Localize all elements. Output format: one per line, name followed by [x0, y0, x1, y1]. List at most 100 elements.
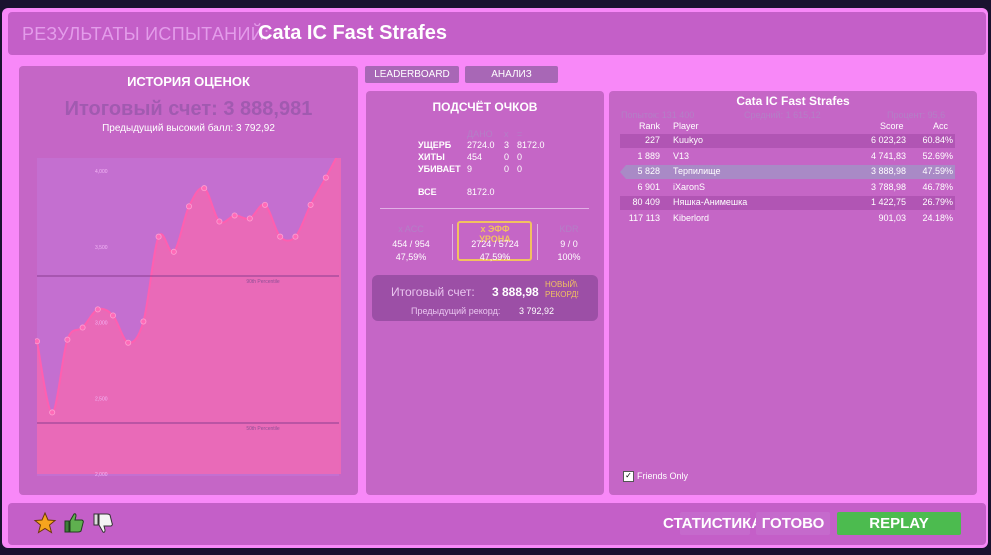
row-damage-label: УЩЕРБ	[418, 140, 452, 150]
score-point	[64, 336, 71, 343]
leaderboard-title: Cata IC Fast Strafes	[736, 94, 850, 108]
leaderboard-player: Kiberlord	[673, 212, 710, 223]
leaderboard-row[interactable]: 6 901 iXaronS 3 788,98 46.78%	[620, 180, 955, 195]
row-total-label: ВСЕ	[418, 187, 437, 197]
col-header-mult: x	[504, 129, 509, 139]
percentile-guide-label: 50th Percentile	[246, 426, 280, 432]
score-point	[185, 203, 192, 210]
replay-button[interactable]: REPLAY	[837, 512, 961, 535]
leaderboard-row[interactable]: 227 Kuukyo 6 023,23 60.84%	[620, 134, 955, 148]
friends-only-toggle[interactable]: ✓ Friends Only	[623, 471, 689, 483]
statistics-button[interactable]	[680, 512, 750, 535]
new-record-line-1: НОВЫЙ\	[545, 280, 578, 289]
leaderboard-average: Средний: 1 615,12	[744, 110, 821, 120]
leaderboard-acc: 26.79%	[922, 197, 953, 207]
y-tick-label: 2,500	[95, 396, 108, 402]
score-point	[94, 306, 101, 313]
dislike-button[interactable]	[91, 511, 115, 535]
leaderboard-rank: 80 409	[632, 197, 660, 207]
leaderboard-score: 4 741,83	[870, 150, 906, 161]
leaderboard-percentile: Процент: 95,6	[887, 110, 946, 120]
leaderboard-row[interactable]: 80 409 Няшка-Анимешка 1 422,75 26.79%	[620, 196, 955, 210]
row-hits-result: 0	[517, 152, 523, 162]
score-point	[140, 318, 147, 325]
leaderboard-player: V13	[673, 150, 690, 161]
stat-acc-value: 454 / 954	[392, 239, 430, 249]
col-header-given: ДАНО	[467, 129, 493, 139]
friends-only-label: Friends Only	[637, 471, 689, 481]
damage-efficiency-highlight	[457, 221, 532, 261]
previous-record-value: 3 792,92	[519, 306, 555, 316]
score-area	[37, 148, 341, 475]
score-history-svg: 90th Percentile 50th Percentile 4,000 3,500…	[34, 145, 344, 478]
stat-kdr-label: KDR	[559, 224, 579, 234]
percentile-guide-label: 90th Percentile	[246, 279, 280, 285]
leaderboard-score: 3 788,98	[870, 181, 906, 192]
score-point	[110, 312, 117, 319]
score-point	[125, 339, 132, 346]
leaderboard-acc: 24.18%	[922, 212, 953, 223]
row-kills-mult: 0	[504, 164, 510, 174]
history-final-score: Итоговый счет: 3 888,981	[64, 98, 313, 120]
row-hits-label: ХИТЫ	[418, 152, 445, 162]
leaderboard-score: 3 888,98	[870, 166, 906, 176]
leaderboard-acc: 60.84%	[922, 135, 953, 145]
favorite-button[interactable]	[33, 511, 57, 535]
leaderboard-row[interactable]: 117 113 Kiberlord 901,03 24.18%	[620, 211, 955, 226]
done-button[interactable]: ГОТОВО	[756, 512, 830, 535]
score-history-title: ИСТОРИЯ ОЦЕНОК	[127, 74, 250, 89]
stat-acc-pct: 47,59%	[395, 252, 427, 262]
col-header-eq: =	[517, 129, 523, 139]
score-history-chart: 90th Percentile 50th Percentile 4,000 3,500…	[34, 145, 345, 483]
leaderboard-col-acc: Acc	[933, 121, 949, 131]
like-button[interactable]	[62, 511, 86, 535]
score-point	[307, 201, 314, 208]
final-score-label: Итоговый счет:	[391, 285, 475, 299]
y-tick-label: 4,000	[95, 169, 108, 175]
leaderboard-score: 1 422,75	[870, 197, 906, 207]
star-icon	[33, 511, 57, 534]
scenario-title: Cata IC Fast Strafes	[258, 22, 447, 44]
leaderboard-player: iXaronS	[673, 181, 706, 192]
leaderboard-rank: 117 113	[628, 212, 660, 223]
y-tick-label: 3,500	[95, 245, 108, 251]
row-hits-given: 454	[467, 152, 483, 162]
tab-leaderboard[interactable]: LEADERBOARD	[365, 66, 459, 83]
score-point	[277, 233, 284, 240]
friends-only-checkbox[interactable]: ✓	[623, 471, 634, 483]
history-previous-best: Предыдущий высокий балл: 3 792,92	[102, 123, 275, 134]
statistics-button-label: СТАТИСТИКА	[663, 515, 763, 532]
title-bar	[8, 12, 986, 55]
score-history-panel: ИСТОРИЯ ОЦЕНОК Итоговый счет: 3 888,981 …	[19, 66, 358, 495]
stat-kdr-pct: 100%	[557, 252, 581, 262]
stat-separator	[452, 224, 453, 260]
leaderboard-row[interactable]: 5 828 Терпилище 3 888,98 47.59%	[620, 165, 955, 179]
leaderboard-attempts: Попыток: 131 400	[621, 110, 695, 120]
tab-analysis[interactable]: АНАЛИЗ	[465, 66, 558, 83]
score-point	[261, 201, 268, 208]
leaderboard-player: Терпилище	[673, 166, 721, 176]
score-point	[292, 233, 299, 240]
leaderboard-rank: 227	[644, 135, 660, 145]
leaderboard-acc: 47.59%	[922, 166, 953, 176]
row-kills-given: 9	[467, 164, 473, 174]
row-damage-mult: 3	[504, 140, 510, 150]
final-score-box: Итоговый счет: 3 888,98 НОВЫЙ\ РЕКОРД! П…	[372, 275, 598, 321]
new-record-line-2: РЕКОРД!	[545, 290, 579, 299]
row-damage-result: 8172.0	[517, 140, 545, 150]
score-point	[246, 215, 253, 222]
y-tick-label: 2,000	[95, 472, 108, 478]
previous-record-label: Предыдущий рекорд:	[411, 306, 501, 316]
leaderboard-col-player: Player	[673, 121, 699, 131]
leaderboard-acc: 52.69%	[922, 150, 953, 161]
leaderboard-row[interactable]: 1 889 V13 4 741,83 52.69%	[620, 149, 955, 164]
leaderboard-score: 6 023,23	[870, 135, 906, 145]
stat-eff-value: 2724 / 5724	[471, 239, 519, 249]
leaderboard-player: Няшка-Анимешка	[673, 197, 748, 207]
score-point	[231, 212, 238, 219]
row-damage-given: 2724.0	[467, 140, 495, 150]
score-point	[155, 233, 162, 240]
row-hits-mult: 0	[504, 152, 510, 162]
score-point	[170, 248, 177, 255]
thumbs-down-icon	[93, 513, 113, 533]
